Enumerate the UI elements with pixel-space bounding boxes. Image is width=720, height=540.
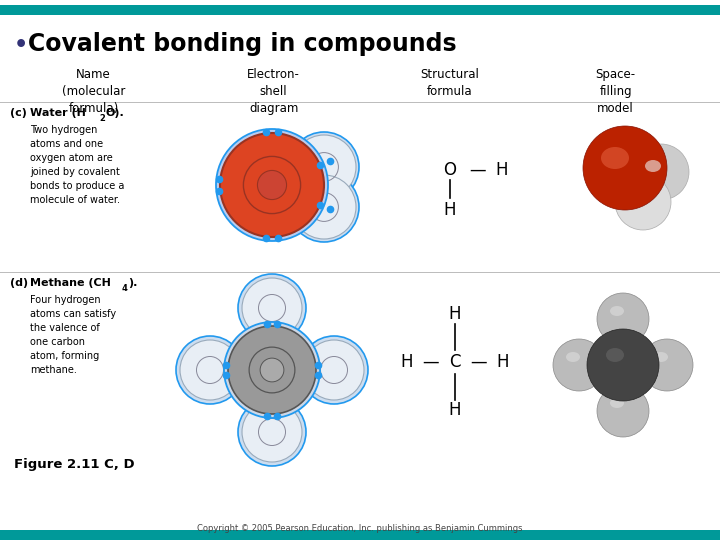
Ellipse shape — [645, 160, 661, 172]
Circle shape — [238, 274, 306, 342]
Circle shape — [260, 358, 284, 382]
Circle shape — [304, 340, 364, 400]
Text: (c): (c) — [10, 108, 27, 118]
Circle shape — [289, 132, 359, 202]
Circle shape — [292, 175, 356, 239]
Text: (d): (d) — [10, 278, 28, 288]
Text: —: — — [423, 353, 439, 371]
Text: H: H — [444, 201, 456, 219]
Text: O).: O). — [105, 108, 124, 118]
Circle shape — [633, 144, 689, 200]
Bar — [0, 5, 720, 15]
Text: ).: ). — [128, 278, 138, 288]
Bar — [0, 530, 720, 540]
Circle shape — [220, 133, 324, 237]
Text: H: H — [496, 161, 508, 179]
Text: Space-
filling
model: Space- filling model — [595, 68, 636, 115]
Text: •: • — [14, 35, 28, 55]
Text: Name
(molecular
formula): Name (molecular formula) — [62, 68, 125, 115]
Text: 4: 4 — [122, 284, 128, 293]
Text: H: H — [497, 353, 509, 371]
Text: Covalent bonding in compounds: Covalent bonding in compounds — [28, 32, 456, 56]
Circle shape — [258, 171, 287, 200]
Circle shape — [242, 278, 302, 338]
Circle shape — [292, 135, 356, 199]
Circle shape — [216, 129, 328, 241]
Circle shape — [224, 322, 320, 418]
Circle shape — [597, 293, 649, 345]
Text: Two hydrogen
atoms and one
oxygen atom are
joined by covalent
bonds to produce a: Two hydrogen atoms and one oxygen atom a… — [30, 125, 125, 205]
Text: H: H — [449, 401, 462, 419]
Ellipse shape — [601, 147, 629, 169]
Circle shape — [300, 336, 368, 404]
Circle shape — [641, 339, 693, 391]
Circle shape — [289, 172, 359, 242]
Circle shape — [587, 329, 659, 401]
Text: C: C — [449, 353, 461, 371]
Text: H: H — [401, 353, 413, 371]
Text: 2: 2 — [99, 114, 105, 123]
Text: Structural
formula: Structural formula — [420, 68, 480, 98]
Ellipse shape — [654, 352, 668, 362]
Ellipse shape — [610, 306, 624, 316]
Circle shape — [597, 385, 649, 437]
Ellipse shape — [606, 348, 624, 362]
Circle shape — [615, 174, 671, 230]
Circle shape — [176, 336, 244, 404]
Text: —: — — [471, 353, 487, 371]
Text: Methane (CH: Methane (CH — [30, 278, 111, 288]
Circle shape — [583, 126, 667, 210]
Circle shape — [553, 339, 605, 391]
Text: Copyright © 2005 Pearson Education, Inc. publishing as Benjamin Cummings: Copyright © 2005 Pearson Education, Inc.… — [197, 524, 523, 533]
Circle shape — [180, 340, 240, 400]
Text: —: — — [469, 161, 486, 179]
Ellipse shape — [566, 352, 580, 362]
Circle shape — [242, 402, 302, 462]
Circle shape — [238, 398, 306, 466]
Text: Water (H: Water (H — [30, 108, 86, 118]
Text: Figure 2.11 C, D: Figure 2.11 C, D — [14, 458, 135, 471]
Circle shape — [228, 326, 316, 414]
Text: O: O — [444, 161, 456, 179]
Text: Electron-
shell
diagram: Electron- shell diagram — [247, 68, 300, 115]
Text: H: H — [449, 305, 462, 323]
Ellipse shape — [610, 398, 624, 408]
Text: Four hydrogen
atoms can satisfy
the valence of
one carbon
atom, forming
methane.: Four hydrogen atoms can satisfy the vale… — [30, 295, 116, 375]
